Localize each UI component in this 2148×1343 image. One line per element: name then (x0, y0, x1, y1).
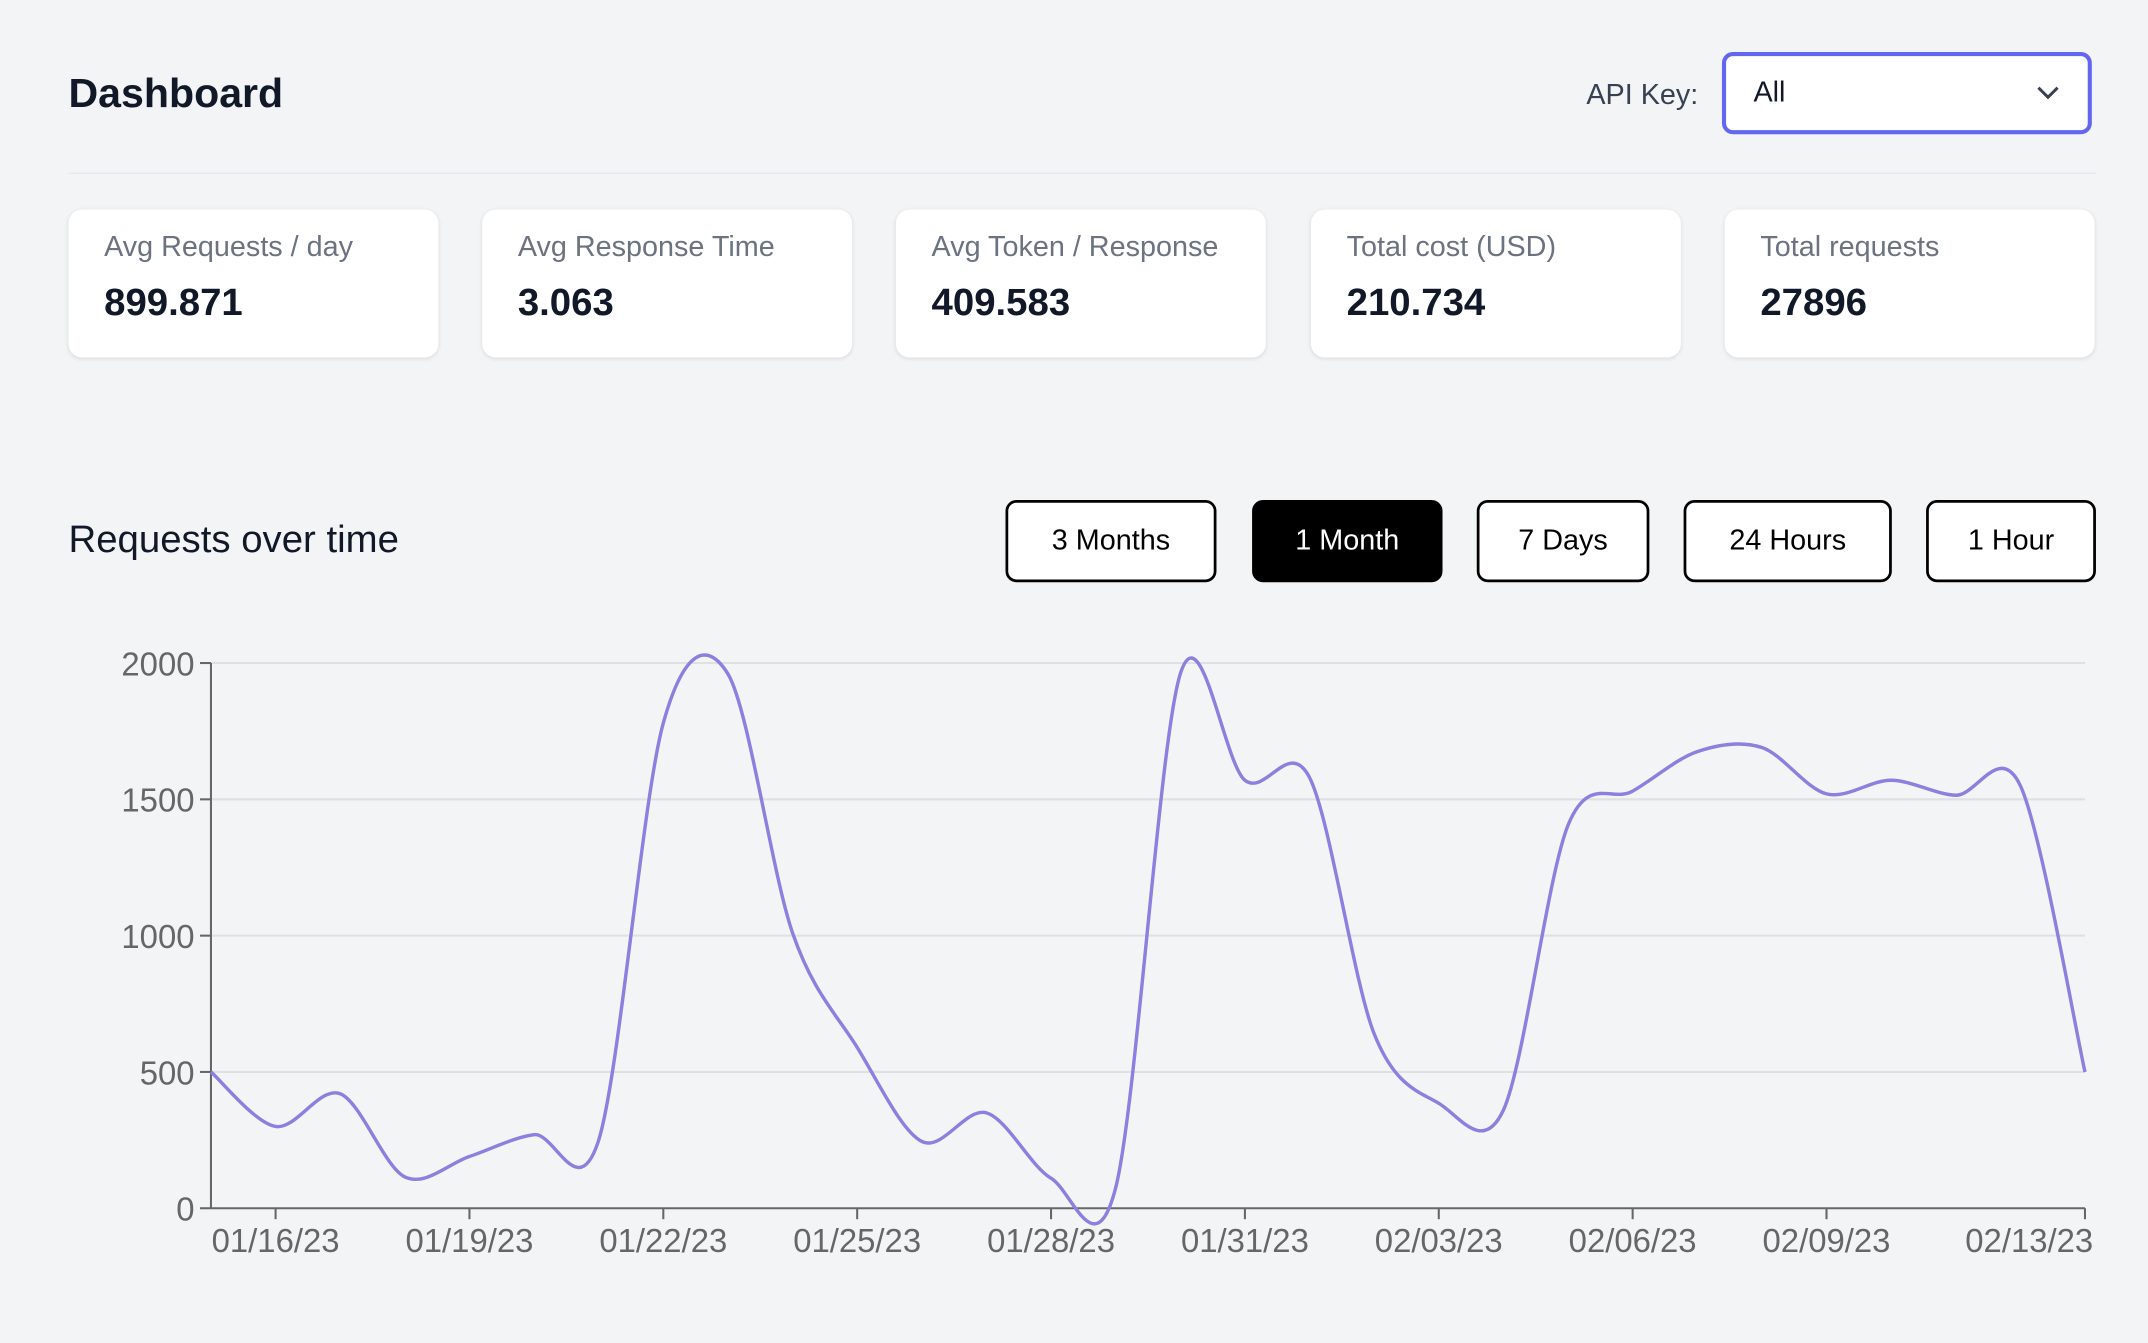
stat-value: 409.583 (931, 280, 1071, 324)
x-tick-label: 02/06/23 (1569, 1222, 1697, 1259)
y-tick-label: 0 (176, 1191, 194, 1228)
stat-value: 210.734 (1346, 280, 1486, 324)
chart-title: Requests over time (68, 517, 399, 561)
chevron-down-icon (2037, 86, 2059, 100)
range-24-hours-button[interactable]: 24 Hours (1683, 500, 1892, 583)
x-tick-label: 01/16/23 (212, 1222, 340, 1259)
x-tick-label: 02/13/23 (1965, 1222, 2093, 1259)
api-key-select[interactable]: All (1721, 52, 2092, 135)
x-tick-label: 01/31/23 (1181, 1222, 1309, 1259)
x-tick-label: 01/25/23 (793, 1222, 921, 1259)
range-7-days-button[interactable]: 7 Days (1476, 500, 1650, 583)
stat-value: 27896 (1760, 280, 1868, 324)
x-tick-label: 02/03/23 (1375, 1222, 1503, 1259)
y-tick-label: 1500 (121, 782, 194, 819)
header-divider (68, 172, 2096, 174)
stat-card-avg-token: Avg Token / Response 409.583 (895, 209, 1266, 358)
stat-card-avg-response-time: Avg Response Time 3.063 (482, 209, 853, 358)
x-tick-label: 01/19/23 (405, 1222, 533, 1259)
stat-value: 899.871 (104, 280, 243, 324)
requests-series-line (209, 653, 2087, 1226)
stat-value: 3.063 (517, 280, 614, 324)
x-tick-label: 01/28/23 (987, 1222, 1115, 1259)
api-key-value: All (1753, 76, 1786, 109)
range-1-month-button[interactable]: 1 Month (1252, 500, 1443, 583)
stat-card-total-cost: Total cost (USD) 210.734 (1310, 209, 1681, 358)
stat-label: Avg Response Time (517, 231, 775, 264)
api-key-label: API Key: (1586, 79, 1699, 111)
range-1-hour-button[interactable]: 1 Hour (1926, 500, 2096, 583)
stat-card-avg-requests: Avg Requests / day 899.871 (68, 209, 439, 358)
y-tick-label: 2000 (121, 645, 194, 682)
stat-label: Total requests (1760, 231, 1940, 264)
y-tick-label: 1000 (121, 918, 194, 955)
x-tick-label: 01/22/23 (599, 1222, 727, 1259)
stat-label: Avg Requests / day (104, 231, 354, 264)
x-tick-label: 02/09/23 (1763, 1222, 1891, 1259)
y-tick-label: 500 (140, 1054, 195, 1091)
page-title: Dashboard (68, 71, 284, 117)
range-3-months-button[interactable]: 3 Months (1005, 500, 1217, 583)
stat-label: Avg Token / Response (931, 231, 1219, 264)
stat-label: Total cost (USD) (1346, 231, 1557, 264)
stat-card-total-requests: Total requests 27896 (1724, 209, 2095, 358)
